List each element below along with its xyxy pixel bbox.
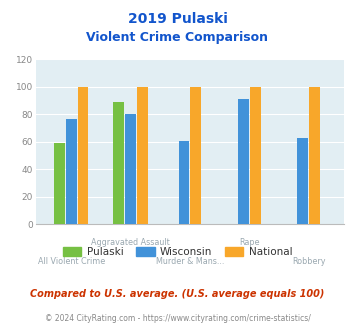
- Bar: [54, 143, 65, 224]
- Text: Aggravated Assault: Aggravated Assault: [91, 238, 170, 247]
- Text: Violent Crime Comparison: Violent Crime Comparison: [87, 31, 268, 44]
- Legend: Pulaski, Wisconsin, National: Pulaski, Wisconsin, National: [60, 244, 295, 260]
- Bar: [179, 141, 190, 224]
- Bar: [297, 138, 308, 224]
- Bar: [137, 87, 148, 224]
- Text: © 2024 CityRating.com - https://www.cityrating.com/crime-statistics/: © 2024 CityRating.com - https://www.city…: [45, 314, 310, 323]
- Bar: [309, 87, 320, 224]
- Bar: [250, 87, 261, 224]
- Bar: [77, 87, 88, 224]
- Text: Rape: Rape: [239, 238, 260, 247]
- Text: Compared to U.S. average. (U.S. average equals 100): Compared to U.S. average. (U.S. average …: [30, 289, 325, 299]
- Bar: [113, 102, 124, 224]
- Text: 2019 Pulaski: 2019 Pulaski: [127, 12, 228, 25]
- Bar: [66, 118, 77, 224]
- Bar: [125, 115, 136, 224]
- Bar: [190, 87, 201, 224]
- Text: Robbery: Robbery: [292, 257, 326, 266]
- Text: All Violent Crime: All Violent Crime: [38, 257, 105, 266]
- Bar: [238, 99, 249, 224]
- Text: Murder & Mans...: Murder & Mans...: [156, 257, 224, 266]
